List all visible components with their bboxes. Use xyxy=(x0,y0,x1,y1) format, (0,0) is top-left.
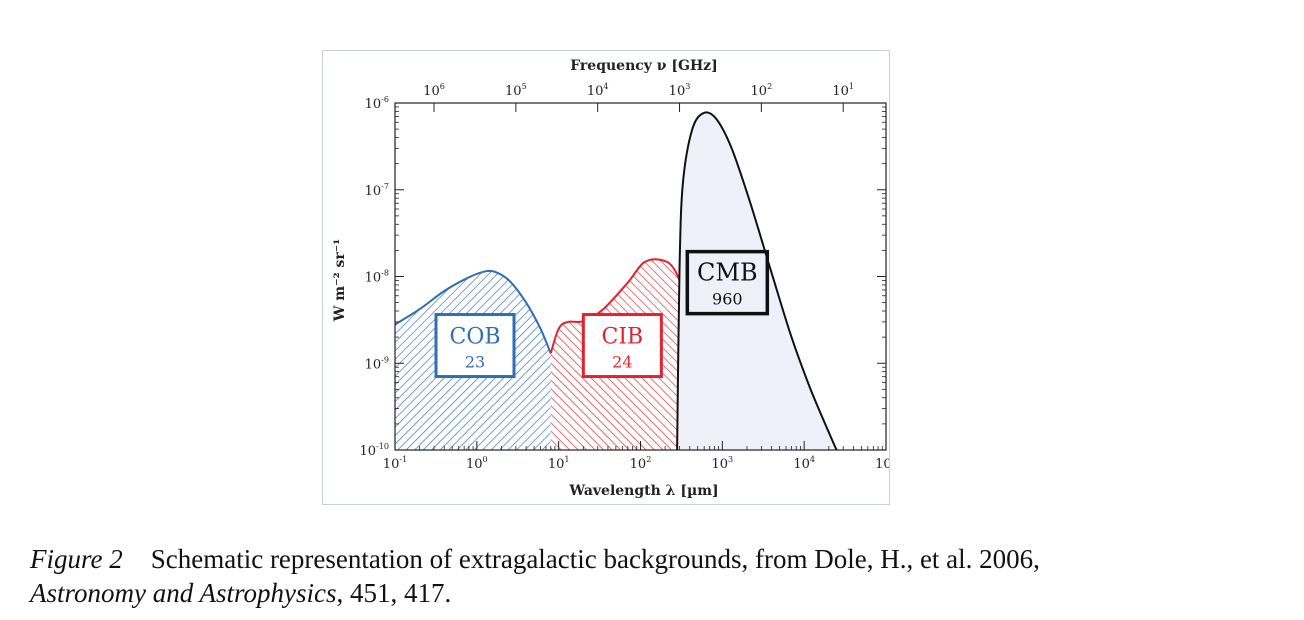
caption-text: Schematic representation of extragalacti… xyxy=(150,544,1040,574)
top-tick-label: 103 xyxy=(669,82,691,99)
figure-caption: Figure 2 Schematic representation of extr… xyxy=(30,542,1280,610)
y-tick-label: 10-9 xyxy=(365,355,389,372)
y-tick-label: 10-6 xyxy=(365,95,389,112)
x-tick-label: 101 xyxy=(548,455,570,472)
cob-label-box xyxy=(434,313,516,379)
cmb-curve xyxy=(676,111,838,451)
cob-value: 23 xyxy=(465,353,485,372)
cmb-label: CMB xyxy=(697,259,758,287)
cib-value: 24 xyxy=(612,353,632,372)
x-tick-label: 105 xyxy=(875,455,890,472)
y-tick-label: 10-8 xyxy=(365,269,389,286)
component-labels: COB 23 CIB 24 CMB 960 xyxy=(434,249,770,379)
x-tick-label: 102 xyxy=(630,455,652,472)
top-tick-label: 104 xyxy=(587,82,609,99)
caption-tail: , 451, 417. xyxy=(336,578,452,608)
y-axis-title: W m⁻² sr⁻¹ xyxy=(332,239,348,323)
cib-label-box xyxy=(581,313,663,379)
y-tick-label: 10-7 xyxy=(365,182,389,199)
cmb-area xyxy=(677,112,837,450)
top-axis-title: Frequency ν [GHz] xyxy=(570,58,718,74)
top-tick-label: 101 xyxy=(832,82,854,99)
x-tick-label: 103 xyxy=(711,455,733,472)
cob-curve xyxy=(394,269,552,354)
caption-label: Figure 2 xyxy=(30,544,123,574)
tick-labels: 10-1 100 101 102 103 104 105 10-6 10-7 10-8 10-9 10… xyxy=(359,82,896,472)
axis-ticks xyxy=(394,102,887,451)
top-tick-label: 105 xyxy=(505,82,527,99)
x-axis-title: Wavelength λ [µm] xyxy=(568,483,718,499)
x-tick-label: 100 xyxy=(466,455,488,472)
top-tick-label: 102 xyxy=(751,82,773,99)
cib-label: CIB xyxy=(601,325,643,350)
caption-journal: Astronomy and Astrophysics xyxy=(30,578,337,608)
cmb-value: 960 xyxy=(712,290,743,309)
cob-label: COB xyxy=(449,325,500,350)
background-spectrum-chart: 10-1 100 101 102 103 104 105 10-6 10-7 10-8 10-9 10… xyxy=(332,58,897,499)
cmb-label-box xyxy=(685,249,770,316)
figure-panel: 10-1 100 101 102 103 104 105 10-6 10-7 10-8 10-9 10… xyxy=(322,50,897,505)
top-tick-label: 106 xyxy=(423,82,445,99)
x-tick-label: 104 xyxy=(793,455,815,472)
y-tick-label: 10-10 xyxy=(359,442,389,459)
x-tick-label: 10-1 xyxy=(383,455,407,472)
area-fills xyxy=(394,111,838,451)
